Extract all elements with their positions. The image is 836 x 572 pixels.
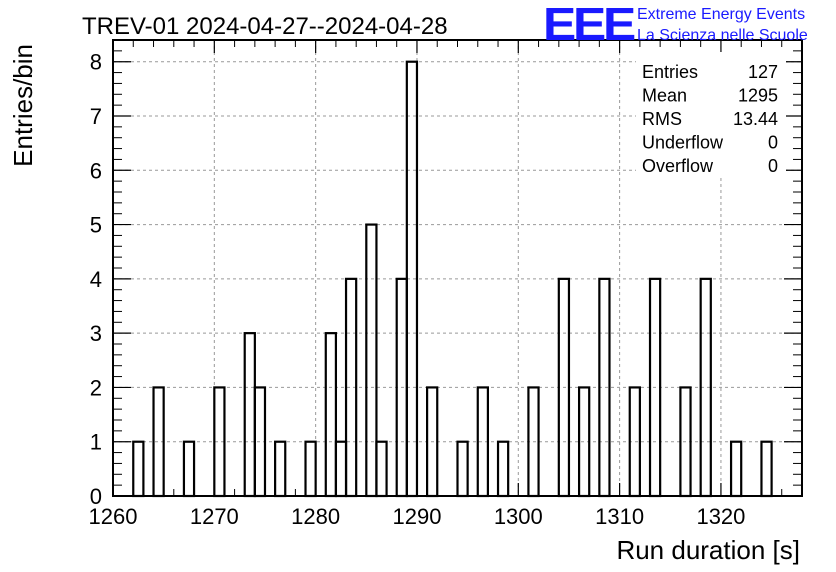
histogram-bin bbox=[132, 440, 145, 498]
stats-value: 13.44 bbox=[733, 109, 778, 129]
histogram-bin bbox=[375, 440, 388, 498]
histogram-bin bbox=[304, 440, 317, 498]
stats-label: Entries bbox=[642, 62, 698, 82]
y-tick-label: 4 bbox=[90, 267, 102, 292]
y-tick-labels: 0 1 2 3 4 5 6 7 8 bbox=[90, 50, 102, 509]
histogram-bin bbox=[365, 223, 378, 498]
histogram-bin bbox=[182, 440, 196, 498]
x-tick-label: 1290 bbox=[392, 504, 441, 529]
eee-logo-mark: EEE bbox=[543, 0, 634, 50]
eee-logo-line2: La Scienza nelle Scuole bbox=[637, 27, 808, 44]
stats-value: 1295 bbox=[738, 86, 778, 106]
stats-label: Mean bbox=[642, 86, 687, 106]
x-tick-labels: 1260 1270 1280 1290 1300 1310 1320 bbox=[89, 504, 746, 529]
axis-ticks bbox=[112, 40, 802, 497]
y-tick-label: 1 bbox=[90, 430, 102, 455]
histogram-bin bbox=[760, 440, 773, 498]
histogram-bin bbox=[334, 440, 348, 498]
x-tick-label: 1280 bbox=[291, 504, 340, 529]
stats-box-background bbox=[636, 52, 786, 176]
y-tick-label: 0 bbox=[90, 484, 102, 509]
stats-box: Entries 127 Mean 1295 RMS 13.44 Underflow 0 Over… bbox=[636, 52, 786, 176]
histogram-bin bbox=[456, 440, 469, 498]
y-tick-label: 6 bbox=[90, 158, 102, 183]
stats-label: Overflow bbox=[642, 156, 714, 176]
x-tick-label: 1300 bbox=[494, 504, 543, 529]
y-tick-label: 2 bbox=[90, 375, 102, 400]
x-tick-label: 1260 bbox=[89, 504, 138, 529]
y-tick-label: 7 bbox=[90, 104, 102, 129]
histogram-bin bbox=[243, 332, 256, 498]
eee-logo: EEE Extreme Energy Events La Scienza nel… bbox=[543, 0, 808, 50]
chart-title: TREV-01 2024-04-27--2024-04-28 bbox=[82, 13, 448, 40]
histogram-bin bbox=[324, 332, 338, 498]
stats-label: RMS bbox=[642, 109, 682, 129]
x-tick-label: 1310 bbox=[595, 504, 644, 529]
stats-value: 127 bbox=[748, 62, 778, 82]
y-tick-label: 5 bbox=[90, 213, 102, 238]
histogram bbox=[132, 60, 773, 498]
y-tick-label: 8 bbox=[90, 50, 102, 75]
histogram-bin bbox=[274, 440, 287, 498]
eee-logo-line1: Extreme Energy Events bbox=[637, 6, 805, 23]
x-tick-label: 1320 bbox=[696, 504, 745, 529]
x-axis-label: Run duration [s] bbox=[616, 535, 800, 565]
y-axis-label: Entries/bin bbox=[8, 44, 38, 167]
stats-label: Underflow bbox=[642, 133, 724, 153]
histogram-bin bbox=[496, 440, 510, 498]
stats-value: 0 bbox=[768, 156, 778, 176]
histogram-bin bbox=[729, 440, 743, 498]
stats-value: 0 bbox=[768, 133, 778, 153]
y-tick-label: 3 bbox=[90, 321, 102, 346]
x-tick-label: 1270 bbox=[190, 504, 239, 529]
